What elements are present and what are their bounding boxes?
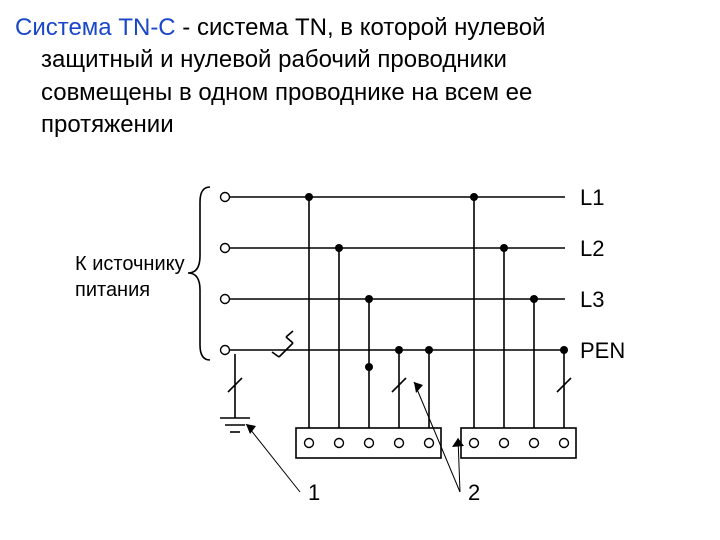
callout-1: 1 <box>246 424 320 505</box>
source-brace <box>188 187 210 360</box>
label-PEN: PEN <box>580 338 625 363</box>
label-L3: L3 <box>580 287 604 312</box>
load-group-1 <box>296 193 441 458</box>
conductors <box>221 193 566 355</box>
callout-2-label: 2 <box>468 480 480 505</box>
brace-label-1: К источнику <box>75 253 185 275</box>
ground-electrode <box>220 354 250 432</box>
brace-label-2: питания <box>75 279 150 301</box>
load-group-2 <box>461 193 576 458</box>
pen-mark <box>272 331 293 357</box>
callout-1-label: 1 <box>308 480 320 505</box>
label-L1: L1 <box>580 185 604 210</box>
tn-c-diagram: L1 L2 L3 PEN К источнику питания <box>0 0 720 540</box>
label-L2: L2 <box>580 236 604 261</box>
